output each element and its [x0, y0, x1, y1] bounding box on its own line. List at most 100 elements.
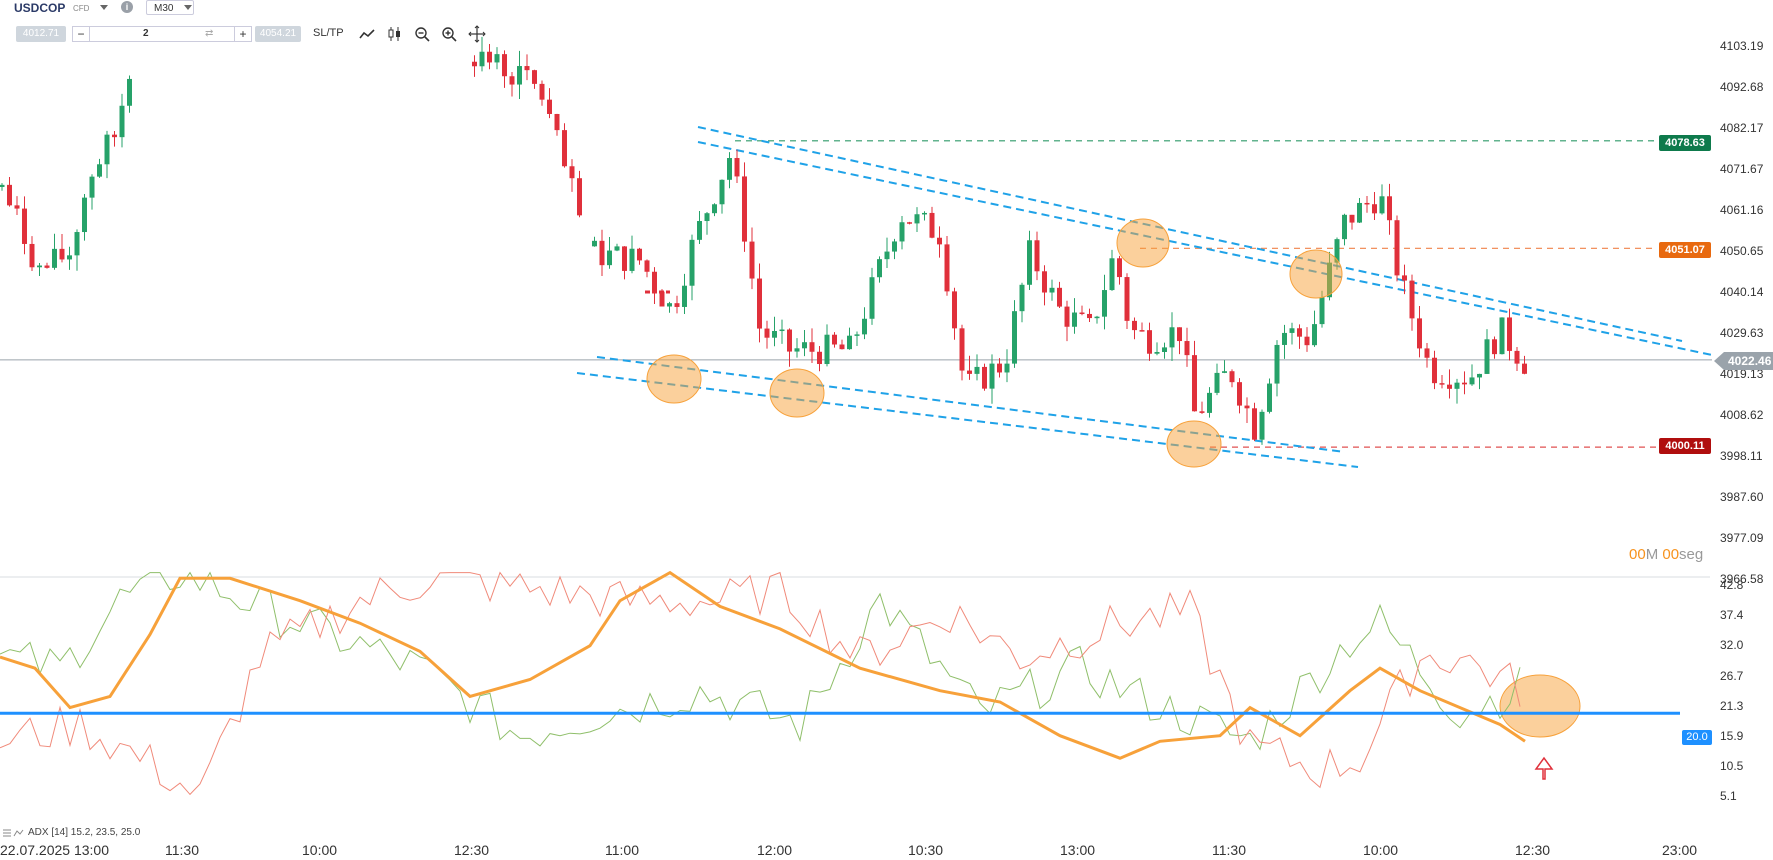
candle-body	[1424, 348, 1430, 358]
candle-body	[659, 291, 665, 307]
candle-body	[487, 51, 492, 63]
timeframe-select[interactable]: M30	[146, 0, 194, 15]
quantity-value[interactable]: 2	[143, 28, 149, 39]
zoom-in-icon[interactable]	[440, 25, 458, 43]
candle-body	[1379, 196, 1385, 214]
crosshair-icon[interactable]	[468, 25, 486, 43]
candle-body	[734, 158, 740, 177]
candle-body	[1162, 347, 1167, 352]
candle-body	[539, 83, 545, 100]
candle-body	[1064, 306, 1070, 327]
candle-body	[112, 134, 117, 138]
candle-body	[764, 328, 770, 338]
line-chart-icon[interactable]	[358, 25, 376, 43]
candle-body	[1132, 320, 1137, 331]
symbol-type: CFD	[73, 4, 90, 13]
candle-body	[1072, 312, 1077, 327]
candle-body	[1432, 357, 1437, 384]
candle-body	[1304, 336, 1310, 346]
ask-price[interactable]: 4054.21	[255, 26, 301, 42]
candle-body	[652, 271, 657, 292]
price-tag-mid[interactable]: 4051.07	[1659, 242, 1711, 258]
candle-body	[562, 130, 567, 167]
price-axis-label: 4071.67	[1720, 162, 1764, 176]
candle-body	[689, 239, 695, 286]
candle-body	[779, 329, 785, 332]
candle-body	[599, 240, 605, 266]
highlight-circle	[1166, 420, 1222, 468]
candle-body	[899, 222, 905, 242]
candle-body	[1402, 275, 1407, 281]
candle-body	[1117, 258, 1122, 278]
candle-body	[1297, 328, 1302, 337]
zoom-out-icon[interactable]	[413, 25, 431, 43]
candle-body	[1462, 382, 1467, 385]
price-axis-label: 3966.58	[1720, 572, 1764, 586]
trend-line	[697, 126, 1683, 342]
candle-body	[1244, 405, 1250, 409]
timeframe-value: M30	[154, 3, 174, 14]
quantity-decrease-button[interactable]: −	[73, 27, 90, 41]
candle-body	[1154, 351, 1160, 354]
trend-line	[697, 141, 1713, 356]
candles-icon[interactable]	[386, 25, 404, 43]
candle-body	[0, 184, 5, 187]
candle-body	[1522, 363, 1527, 374]
quantity-stepper[interactable]: − 2 ⇄ +	[72, 26, 252, 42]
symbol-dropdown-icon[interactable]	[100, 5, 108, 10]
candle-body	[1079, 312, 1085, 315]
timeframe-dropdown-icon[interactable]	[184, 5, 192, 10]
di-minus-line	[0, 571, 1521, 796]
price-tag-support[interactable]: 4000.11	[1659, 438, 1711, 454]
candle-body	[29, 243, 35, 268]
indicator-axis-label: 32.0	[1720, 638, 1744, 653]
candle-body	[524, 66, 530, 71]
candle-body	[1484, 339, 1490, 374]
candle-body	[119, 105, 125, 138]
candle-body	[854, 334, 860, 336]
adx-indicator-label[interactable]: ADX [14] 15.2, 23.5, 25.0	[28, 827, 141, 838]
candle-body	[1057, 287, 1062, 307]
adx-level-tag[interactable]: 20.0	[1682, 730, 1712, 745]
di-plus-line	[0, 571, 1521, 751]
candle-body	[944, 244, 950, 292]
candle-body	[1447, 384, 1452, 389]
candle-body	[794, 348, 800, 352]
candle-body	[937, 237, 942, 245]
candle-body	[22, 208, 27, 244]
highlight-circle	[769, 368, 825, 418]
indicator-settings-icon[interactable]	[2, 828, 24, 838]
candle-body	[637, 248, 642, 261]
info-icon[interactable]: i	[121, 1, 133, 13]
candle-body	[74, 232, 80, 256]
candle-body	[809, 342, 815, 352]
highlight-circle	[1499, 674, 1581, 738]
quantity-increase-button[interactable]: +	[234, 27, 251, 41]
candle-body	[847, 335, 852, 350]
symbol-name[interactable]: USDCOP	[14, 1, 66, 15]
candle-body	[1454, 382, 1460, 389]
candle-body	[892, 241, 897, 252]
candle-body	[1169, 327, 1175, 348]
candle-body	[1004, 363, 1010, 373]
signal-up-arrow-icon	[1534, 756, 1554, 780]
candle-body	[14, 205, 20, 209]
bid-price[interactable]: 4012.71	[16, 26, 66, 42]
candle-body	[839, 344, 845, 350]
sltp-button[interactable]: SL/TP	[313, 27, 344, 39]
candle-body	[82, 197, 87, 233]
price-axis-label: 4092.68	[1720, 80, 1764, 94]
candle-body	[494, 54, 500, 63]
candle-body	[44, 265, 50, 268]
candle-body	[1394, 220, 1400, 276]
price-tag-resistance[interactable]: 4078.63	[1659, 135, 1711, 151]
indicator-axis-label: 5.1	[1720, 789, 1737, 804]
swap-icon[interactable]: ⇄	[205, 28, 214, 39]
candle-body	[1019, 284, 1025, 312]
price-axis-label: 4040.14	[1720, 285, 1764, 299]
candle-body	[989, 363, 995, 389]
candle-body	[1267, 383, 1272, 412]
candle-body	[914, 214, 920, 224]
highlight-circle	[646, 354, 702, 404]
